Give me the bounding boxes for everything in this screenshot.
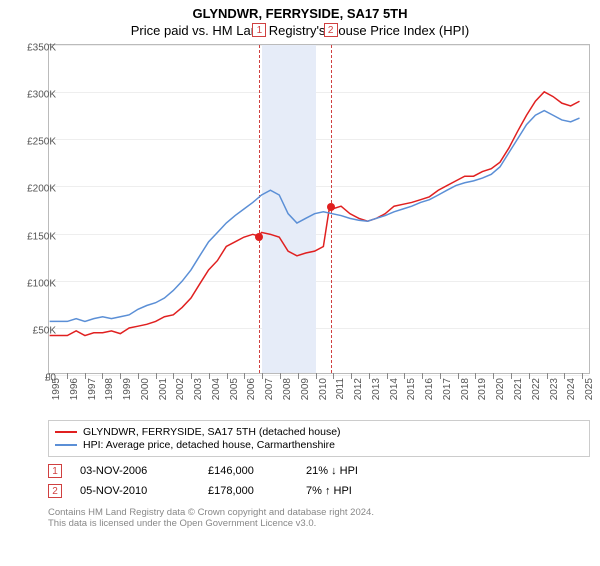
table-row: 1 03-NOV-2006 £146,000 21% ↓ HPI bbox=[48, 461, 590, 481]
x-tick-label: 2012 bbox=[353, 378, 364, 400]
sale-price: £146,000 bbox=[208, 465, 288, 477]
x-tick-label: 2010 bbox=[318, 378, 329, 400]
x-tick-label: 2018 bbox=[460, 378, 471, 400]
y-tick-label: £100K bbox=[27, 278, 56, 289]
line-plot bbox=[49, 45, 589, 373]
footer-line: Contains HM Land Registry data © Crown c… bbox=[48, 507, 590, 518]
x-tick-label: 2022 bbox=[531, 378, 542, 400]
legend-item: GLYNDWR, FERRYSIDE, SA17 5TH (detached h… bbox=[55, 426, 583, 438]
footer-line: This data is licensed under the Open Gov… bbox=[48, 518, 590, 529]
x-tick-label: 2009 bbox=[300, 378, 311, 400]
x-axis-labels: 1995199619971998199920002001200220032004… bbox=[48, 374, 590, 414]
sale-marker: 2 bbox=[48, 484, 62, 498]
x-tick-label: 2021 bbox=[513, 378, 524, 400]
legend-label: GLYNDWR, FERRYSIDE, SA17 5TH (detached h… bbox=[83, 426, 341, 438]
x-tick-label: 2020 bbox=[495, 378, 506, 400]
legend-swatch bbox=[55, 444, 77, 446]
y-tick-label: £50K bbox=[33, 325, 56, 336]
y-tick-label: £350K bbox=[27, 43, 56, 54]
x-tick-label: 2013 bbox=[371, 378, 382, 400]
x-tick-label: 2025 bbox=[584, 378, 595, 400]
x-tick-label: 1998 bbox=[104, 378, 115, 400]
y-tick-label: £150K bbox=[27, 231, 56, 242]
plot-area: 12 bbox=[48, 44, 590, 374]
x-tick-label: 2017 bbox=[442, 378, 453, 400]
legend: GLYNDWR, FERRYSIDE, SA17 5TH (detached h… bbox=[48, 420, 590, 457]
x-tick-label: 2007 bbox=[264, 378, 275, 400]
annotation-marker: 1 bbox=[252, 23, 266, 37]
x-tick-label: 2023 bbox=[549, 378, 560, 400]
footer-note: Contains HM Land Registry data © Crown c… bbox=[48, 507, 590, 529]
x-tick-label: 2014 bbox=[389, 378, 400, 400]
x-tick-label: 2001 bbox=[158, 378, 169, 400]
y-tick-label: £250K bbox=[27, 137, 56, 148]
x-tick-label: 2016 bbox=[424, 378, 435, 400]
series-line-hpi bbox=[50, 111, 580, 322]
sale-price: £178,000 bbox=[208, 485, 288, 497]
x-tick-label: 2000 bbox=[140, 378, 151, 400]
sale-dot bbox=[327, 203, 335, 211]
sale-marker: 1 bbox=[48, 464, 62, 478]
y-tick-label: £0 bbox=[45, 373, 56, 384]
sale-date: 05-NOV-2010 bbox=[80, 485, 190, 497]
sales-table: 1 03-NOV-2006 £146,000 21% ↓ HPI 2 05-NO… bbox=[48, 461, 590, 501]
x-tick-label: 2003 bbox=[193, 378, 204, 400]
x-tick-label: 2005 bbox=[229, 378, 240, 400]
legend-swatch bbox=[55, 431, 77, 433]
sale-dot bbox=[255, 233, 263, 241]
legend-item: HPI: Average price, detached house, Carm… bbox=[55, 439, 583, 451]
x-tick-label: 2002 bbox=[175, 378, 186, 400]
x-tick-label: 2024 bbox=[566, 378, 577, 400]
x-tick-label: 1999 bbox=[122, 378, 133, 400]
sale-hpi-diff: 7% ↑ HPI bbox=[306, 485, 396, 497]
annotation-marker: 2 bbox=[324, 23, 338, 37]
sale-date: 03-NOV-2006 bbox=[80, 465, 190, 477]
chart-container: GLYNDWR, FERRYSIDE, SA17 5TH Price paid … bbox=[0, 6, 600, 566]
y-tick-label: £300K bbox=[27, 90, 56, 101]
x-tick-label: 2008 bbox=[282, 378, 293, 400]
x-tick-label: 2011 bbox=[335, 378, 346, 400]
x-tick-label: 2015 bbox=[406, 378, 417, 400]
table-row: 2 05-NOV-2010 £178,000 7% ↑ HPI bbox=[48, 481, 590, 501]
legend-label: HPI: Average price, detached house, Carm… bbox=[83, 439, 335, 451]
chart-title: GLYNDWR, FERRYSIDE, SA17 5TH bbox=[0, 6, 600, 21]
x-tick-label: 2019 bbox=[477, 378, 488, 400]
chart-subtitle: Price paid vs. HM Land Registry's House … bbox=[0, 23, 600, 38]
x-tick-label: 1996 bbox=[69, 378, 80, 400]
x-tick-label: 2004 bbox=[211, 378, 222, 400]
y-tick-label: £200K bbox=[27, 184, 56, 195]
sale-hpi-diff: 21% ↓ HPI bbox=[306, 465, 396, 477]
x-tick-label: 1997 bbox=[87, 378, 98, 400]
x-tick-label: 2006 bbox=[246, 378, 257, 400]
